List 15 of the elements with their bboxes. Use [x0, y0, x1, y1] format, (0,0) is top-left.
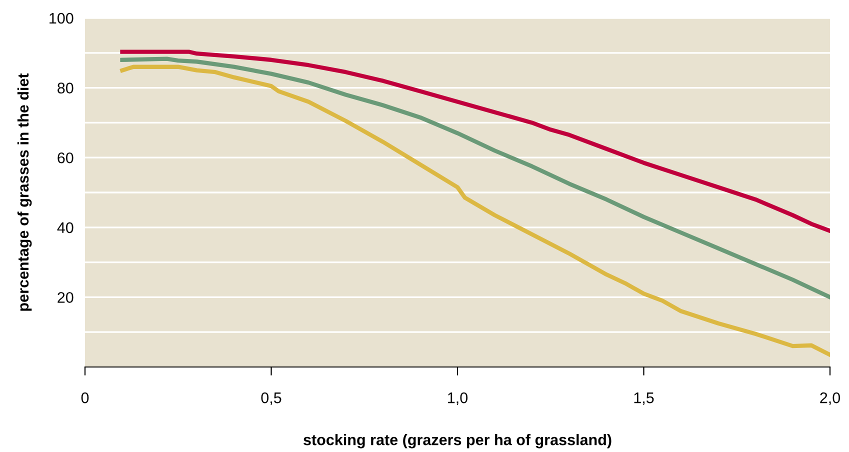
y-axis-title: percentage of grasses in the diet [17, 73, 32, 311]
y-tick-label: 40 [57, 222, 74, 234]
x-tick-label: 1,5 [634, 392, 654, 406]
x-tick-label: 0,5 [261, 392, 282, 406]
x-tick-label: 0 [81, 392, 89, 404]
y-tick-label: 20 [58, 292, 74, 303]
x-axis-title: stocking rate (grazers per ha of grassland) [304, 434, 612, 448]
line-series [120, 50, 830, 233]
line-series [120, 64, 830, 357]
y-tick-label: 60 [58, 152, 74, 164]
y-tick-label: 100 [50, 12, 74, 24]
x-tick-label: 2,0 [820, 392, 840, 406]
line-series [120, 56, 830, 300]
y-tick-label: 80 [58, 82, 74, 94]
x-tick-label: 1,0 [448, 392, 468, 406]
